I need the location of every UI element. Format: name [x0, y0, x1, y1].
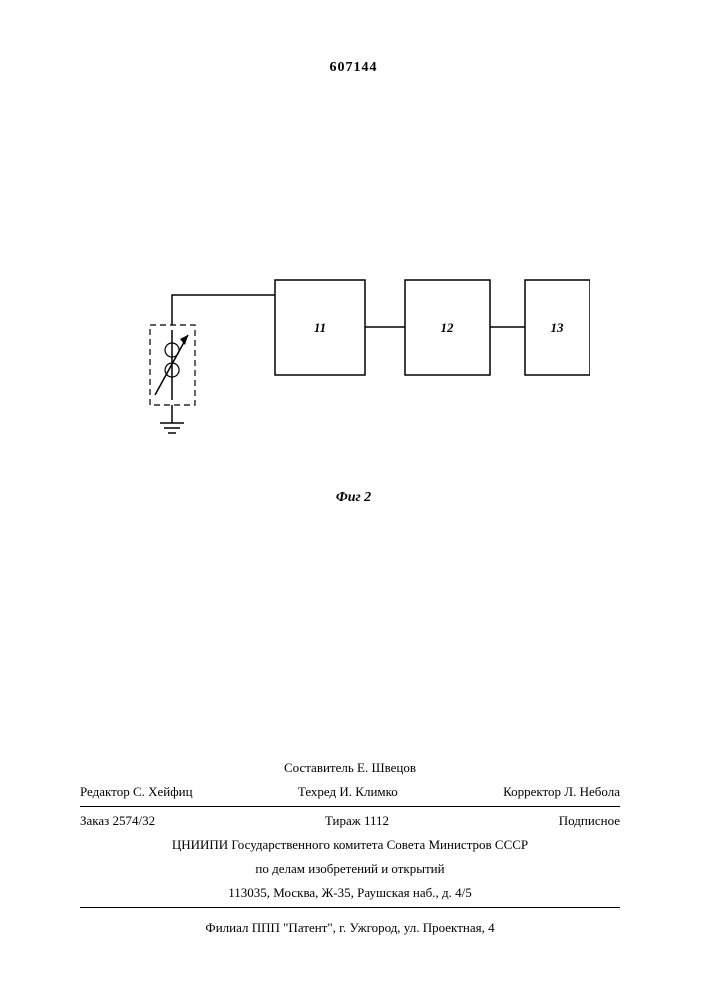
- block-13-label: 13: [551, 320, 565, 335]
- org-line2: по делам изобретений и открытий: [80, 857, 620, 881]
- block-12: 12: [405, 280, 490, 375]
- block-12-label: 12: [441, 320, 455, 335]
- wire-sensor-11: [172, 295, 275, 325]
- ground-symbol: [160, 405, 184, 433]
- order-row: Заказ 2574/32 Тираж 1112 Подписное: [80, 809, 620, 833]
- block-13: 13: [525, 280, 590, 375]
- divider-2: [80, 907, 620, 908]
- corrector-text: Корректор Л. Небола: [503, 784, 620, 800]
- branch-line: Филиал ППП "Патент", г. Ужгород, ул. Про…: [80, 916, 620, 940]
- block-diagram: 11 12 13: [130, 275, 590, 475]
- block-11-label: 11: [314, 320, 326, 335]
- figure-caption: Фиг 2: [0, 490, 707, 506]
- tirazh-text: Тираж 1112: [325, 813, 389, 829]
- podpis-text: Подписное: [559, 813, 620, 829]
- divider-1: [80, 806, 620, 807]
- org-line1: ЦНИИПИ Государственного комитета Совета …: [80, 833, 620, 857]
- document-number: 607144: [0, 60, 707, 76]
- editor-text: Редактор С. Хейфиц: [80, 784, 193, 800]
- order-text: Заказ 2574/32: [80, 813, 155, 829]
- credits-row: Редактор С. Хейфиц Техред И. Климко Корр…: [80, 780, 620, 804]
- compiler-line: Составитель Е. Швецов: [80, 756, 620, 780]
- sensor-block: [150, 325, 195, 405]
- block-11: 11: [275, 280, 365, 375]
- address-line: 113035, Москва, Ж-35, Раушская наб., д. …: [80, 881, 620, 905]
- footer-block: Составитель Е. Швецов Редактор С. Хейфиц…: [80, 756, 620, 940]
- techred-text: Техред И. Климко: [298, 784, 398, 800]
